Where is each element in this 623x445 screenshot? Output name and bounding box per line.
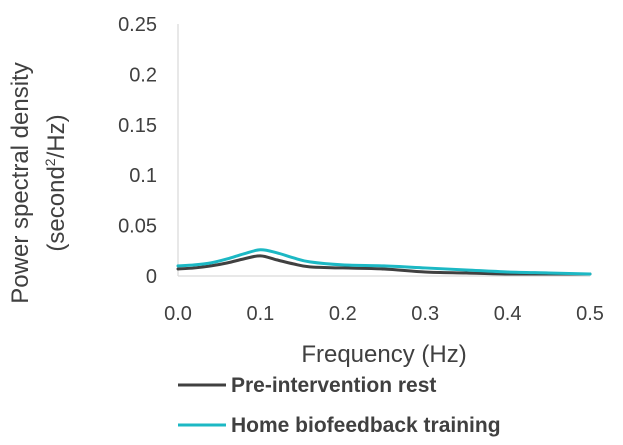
- legend-label-1: Pre-intervention rest: [231, 374, 436, 397]
- y-tick-label: 0.25: [118, 14, 157, 36]
- x-tick-label: 0.3: [411, 303, 439, 325]
- x-tick-label: 0.5: [576, 303, 604, 325]
- y-tick-labels: 0.25 0.2 0.15 0.1 0.05 0: [118, 14, 157, 288]
- y-axis-title-suffix: /Hz): [43, 114, 70, 158]
- x-tick-label: 0.2: [329, 303, 357, 325]
- y-axis-title-line1: Power spectral density: [7, 62, 34, 303]
- y-tick-label: 0.2: [129, 64, 157, 86]
- x-tick-label: 0.4: [494, 303, 522, 325]
- x-axis-title: Frequency (Hz): [301, 341, 466, 368]
- y-axis-title-prefix: (second: [43, 166, 70, 251]
- y-axis-title-superscript: 2: [42, 158, 58, 166]
- y-tick-label: 0.15: [118, 115, 157, 137]
- legend-label-2: Home biofeedback training: [231, 414, 501, 437]
- x-tick-labels: 0.0 0.1 0.2 0.3 0.4 0.5: [164, 303, 604, 325]
- series-line-2: [176, 248, 592, 276]
- y-tick-label: 0.1: [129, 165, 157, 187]
- legend: Pre-intervention rest Home biofeedback tr…: [178, 374, 501, 437]
- y-tick-label: 0.05: [118, 216, 157, 238]
- series-layer: [176, 248, 592, 276]
- series-line-1: [176, 254, 592, 276]
- y-tick-label: 0: [146, 266, 157, 288]
- x-tick-label: 0.0: [164, 303, 192, 325]
- x-tick-label: 0.1: [246, 303, 274, 325]
- y-axis-title: Power spectral density: [7, 62, 34, 303]
- y-axis-title-units: (second2/Hz): [42, 114, 70, 251]
